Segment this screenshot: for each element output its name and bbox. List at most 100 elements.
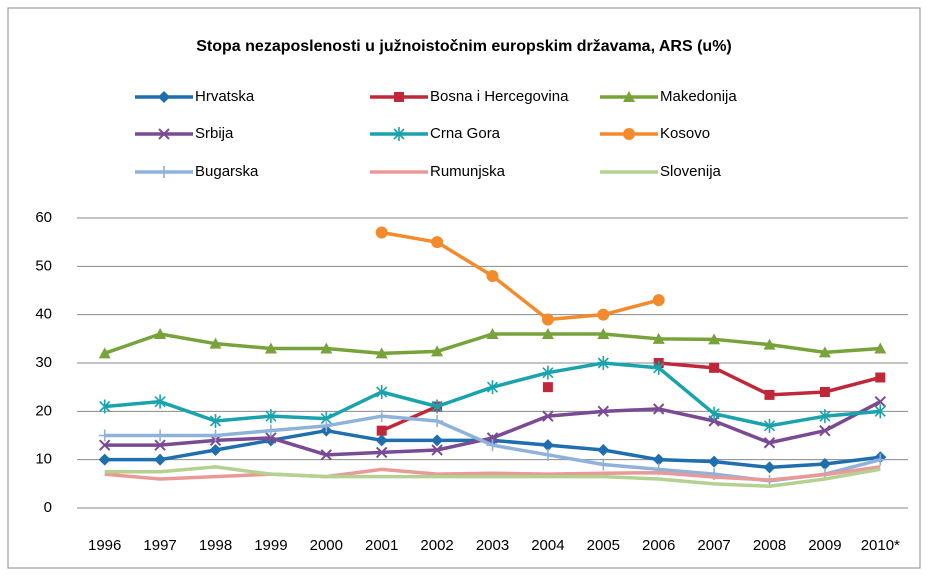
marker <box>708 333 721 345</box>
legend-label: Kosovo <box>660 125 710 142</box>
y-tick-label: 50 <box>35 257 52 274</box>
x-tick-label: 2004 <box>531 537 564 554</box>
marker <box>763 338 776 350</box>
legend-label: Makedonija <box>660 88 737 105</box>
y-tick-label: 20 <box>35 402 52 419</box>
legend-label: Srbija <box>195 125 234 142</box>
marker <box>98 429 111 442</box>
marker <box>819 409 831 424</box>
marker <box>431 399 443 414</box>
x-tick-label: 2001 <box>365 537 398 554</box>
marker <box>375 410 388 423</box>
y-tick-label: 40 <box>35 306 52 323</box>
legend-label: Slovenija <box>660 163 722 180</box>
marker <box>597 328 610 339</box>
marker <box>709 362 720 373</box>
series-line <box>104 465 881 488</box>
marker <box>486 270 499 282</box>
marker <box>431 345 444 357</box>
x-tick-label: 1997 <box>143 537 176 554</box>
marker <box>486 432 499 444</box>
x-tick-label: 1999 <box>254 537 287 554</box>
chart-title: Stopa nezaposlenosti u južnoistočnim eur… <box>196 38 732 55</box>
marker <box>99 399 111 414</box>
marker <box>486 439 499 452</box>
marker <box>431 434 444 447</box>
marker <box>154 429 167 442</box>
x-tick-label: 2007 <box>697 537 730 554</box>
x-tick-label: 2003 <box>476 537 509 554</box>
marker <box>874 395 887 408</box>
marker <box>209 337 222 349</box>
x-tick-label: 2002 <box>420 537 453 554</box>
marker <box>652 453 665 466</box>
marker <box>764 389 775 400</box>
marker <box>375 446 388 459</box>
series-line <box>104 465 881 482</box>
marker <box>541 313 554 326</box>
marker <box>874 342 887 354</box>
marker <box>376 385 388 399</box>
marker <box>376 425 387 436</box>
marker <box>623 91 635 102</box>
marker <box>154 328 167 339</box>
y-tick-label: 30 <box>35 354 52 371</box>
marker <box>431 415 444 427</box>
marker <box>394 92 404 102</box>
marker <box>597 444 610 456</box>
marker <box>652 332 665 344</box>
marker <box>265 409 277 424</box>
legend-label: Hrvatska <box>195 88 255 105</box>
marker <box>158 166 170 178</box>
x-tick-label: 2006 <box>642 537 675 554</box>
marker <box>875 372 886 383</box>
marker <box>393 127 405 141</box>
y-tick-label: 60 <box>35 209 52 226</box>
marker <box>541 439 554 452</box>
marker <box>264 342 277 354</box>
legend-label: Crna Gora <box>430 125 501 142</box>
marker <box>542 410 554 422</box>
marker <box>158 128 170 140</box>
x-tick-label: 2005 <box>587 537 620 554</box>
marker <box>819 424 831 437</box>
marker <box>320 449 333 461</box>
marker <box>763 437 776 449</box>
x-tick-label: 2010* <box>861 537 900 554</box>
marker <box>652 403 665 415</box>
marker <box>597 458 610 471</box>
marker <box>597 356 609 370</box>
x-tick-label: 1998 <box>199 537 232 554</box>
marker <box>486 380 499 395</box>
marker <box>542 382 553 393</box>
marker <box>542 365 554 380</box>
marker <box>874 404 886 419</box>
marker <box>431 236 444 249</box>
marker <box>98 347 111 359</box>
marker <box>375 434 388 447</box>
marker <box>763 418 776 433</box>
y-tick-label: 0 <box>44 499 52 516</box>
marker <box>154 439 166 451</box>
marker <box>597 308 610 321</box>
marker <box>486 328 499 339</box>
marker <box>874 453 887 466</box>
x-tick-label: 2009 <box>808 537 841 554</box>
marker <box>708 406 720 421</box>
marker <box>98 453 111 466</box>
marker <box>818 458 831 471</box>
marker <box>264 424 277 437</box>
marker <box>98 439 111 451</box>
marker <box>818 346 831 358</box>
marker <box>209 414 222 428</box>
x-tick-label: 1996 <box>88 537 121 554</box>
legend-label: Rumunjska <box>430 163 506 180</box>
marker <box>265 432 277 444</box>
marker <box>431 444 443 456</box>
y-tick-label: 10 <box>35 451 52 468</box>
marker <box>652 294 665 307</box>
x-tick-label: 2008 <box>753 537 786 554</box>
series-line <box>381 230 660 322</box>
marker <box>623 128 635 140</box>
